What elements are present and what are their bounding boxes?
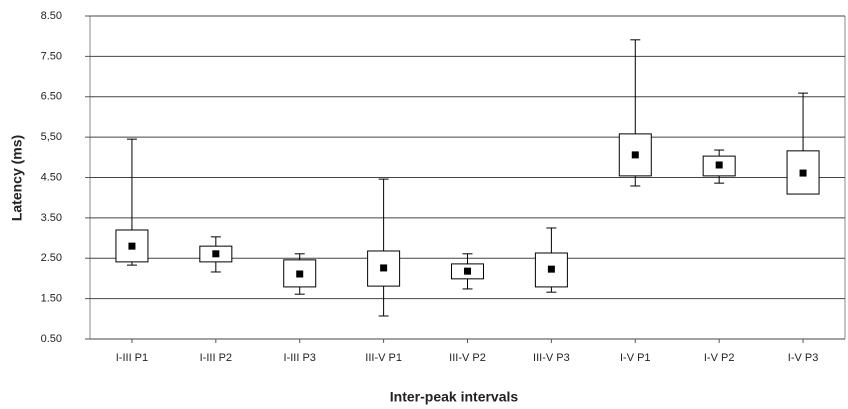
x-tick-label: I-V P1 — [620, 352, 651, 364]
x-tick-label: III-V P2 — [449, 352, 486, 364]
mean-marker — [464, 267, 471, 275]
x-tick-label: I-III P1 — [116, 352, 148, 364]
y-tick-label: 6.50 — [41, 91, 62, 103]
x-tick-label: I-V P2 — [704, 352, 735, 364]
mean-marker — [212, 250, 220, 258]
mean-marker — [128, 242, 136, 250]
y-tick-label: 3.50 — [41, 212, 62, 224]
mean-marker — [631, 151, 639, 159]
x-tick-label: I-III P2 — [200, 352, 232, 364]
y-tick-label: 7.50 — [41, 50, 62, 62]
y-tick-label: 8.50 — [41, 10, 62, 22]
y-tick-label: 5,50 — [41, 131, 62, 143]
x-axis-title: Inter-peak intervals — [390, 389, 519, 405]
y-axis-title: Latency (ms) — [9, 135, 25, 221]
x-tick-label: I-V P3 — [788, 352, 819, 364]
x-tick-label: I-III P3 — [284, 352, 316, 364]
mean-marker — [799, 169, 807, 177]
mean-marker — [715, 161, 723, 169]
mean-marker — [296, 270, 304, 278]
y-tick-label: 0.50 — [41, 333, 62, 345]
mean-marker — [547, 265, 555, 273]
x-tick-label: III-V P3 — [533, 352, 570, 364]
mean-marker — [380, 264, 388, 272]
x-tick-label: III-V P1 — [365, 352, 402, 364]
y-tick-label: 4.50 — [41, 171, 62, 183]
y-tick-label: 1.50 — [41, 293, 62, 305]
box — [534, 252, 568, 288]
y-tick-label: 2.50 — [41, 252, 62, 264]
